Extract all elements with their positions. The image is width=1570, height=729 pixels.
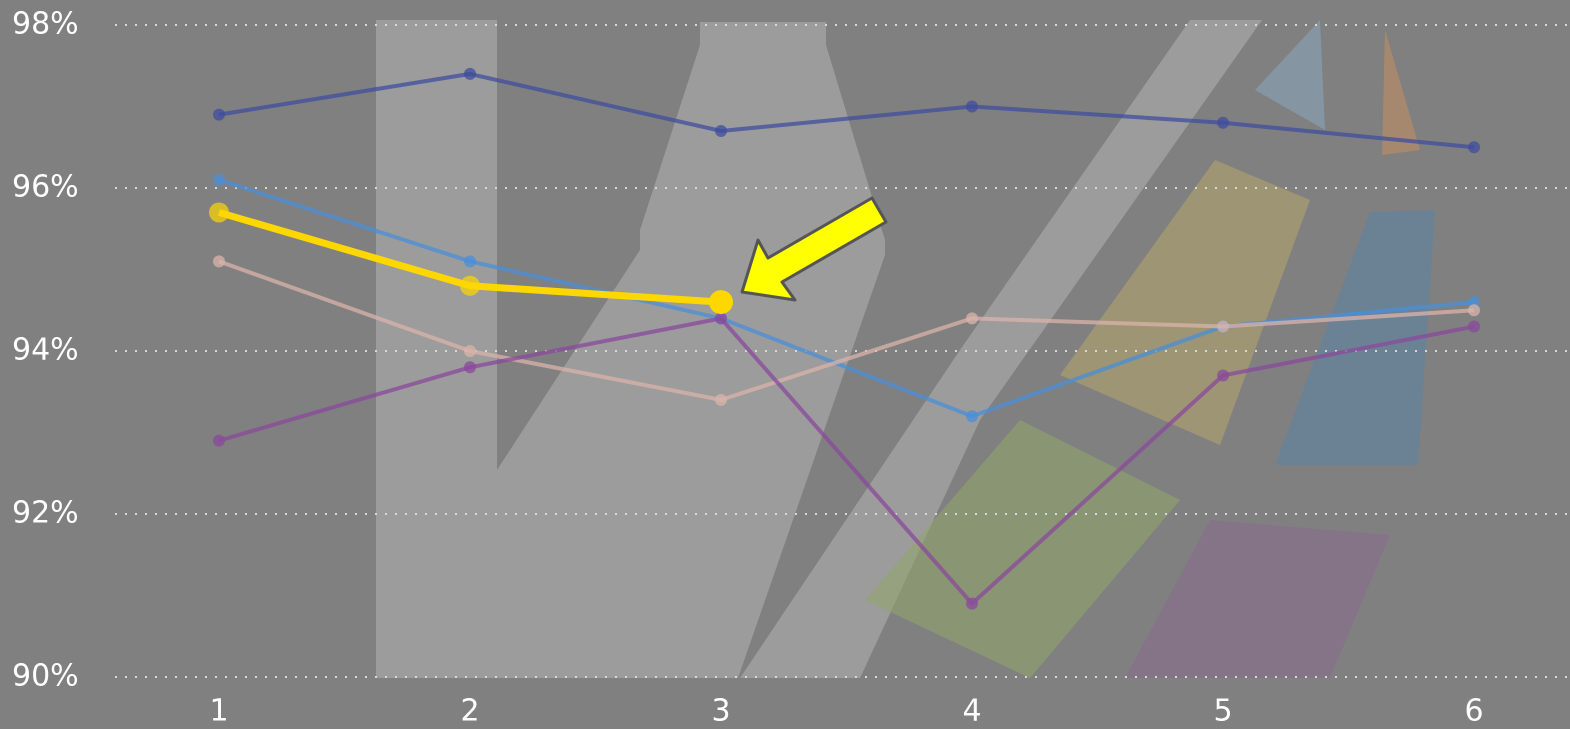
data-point bbox=[1468, 141, 1480, 154]
y-tick-label: 96% bbox=[12, 170, 79, 205]
x-tick-label: 4 bbox=[962, 694, 981, 729]
y-tick-label: 92% bbox=[12, 496, 79, 531]
data-point bbox=[715, 124, 727, 137]
decor bbox=[376, 20, 497, 678]
data-point bbox=[464, 255, 476, 268]
decor bbox=[1382, 30, 1420, 155]
series-line bbox=[218, 71, 1475, 150]
data-point bbox=[1217, 320, 1229, 333]
plot bbox=[209, 67, 1480, 610]
series-line bbox=[218, 316, 1475, 606]
data-point bbox=[209, 202, 229, 223]
y-tick-label: 94% bbox=[12, 333, 79, 368]
data-point bbox=[460, 275, 480, 296]
data-point bbox=[464, 67, 476, 80]
x-tick-label: 2 bbox=[460, 694, 479, 729]
data-point bbox=[1468, 320, 1480, 333]
series-line bbox=[218, 259, 1475, 402]
data-point bbox=[966, 410, 978, 423]
data-point bbox=[966, 312, 978, 325]
decor bbox=[1060, 160, 1310, 445]
x-tick-label: 5 bbox=[1213, 694, 1232, 729]
x-tick-label: 1 bbox=[209, 694, 228, 729]
data-point bbox=[709, 290, 733, 315]
data-point bbox=[213, 108, 225, 121]
decor bbox=[1275, 210, 1435, 465]
data-point bbox=[213, 173, 225, 186]
data-point bbox=[464, 361, 476, 374]
data-point bbox=[1217, 116, 1229, 129]
data-point bbox=[1217, 369, 1229, 382]
data-point bbox=[213, 434, 225, 447]
y-tick-label: 90% bbox=[12, 659, 79, 694]
decor bbox=[1125, 520, 1390, 678]
decor bbox=[1255, 20, 1325, 130]
x-tick-label: 3 bbox=[711, 694, 730, 729]
annotation-arrow bbox=[740, 196, 888, 302]
decor bbox=[497, 22, 885, 678]
data-point bbox=[715, 312, 727, 325]
x-tick-label: 6 bbox=[1464, 694, 1483, 729]
data-point bbox=[966, 100, 978, 113]
y-tick-label: 98% bbox=[12, 7, 79, 42]
data-point bbox=[1468, 304, 1480, 317]
data-point bbox=[966, 597, 978, 610]
decor bbox=[740, 20, 1262, 678]
data-point bbox=[213, 255, 225, 268]
data-point bbox=[715, 393, 727, 406]
grid: 90% 92% 94% 96% 98% 1 2 3 4 5 6 bbox=[12, 7, 1570, 729]
data-point bbox=[464, 345, 476, 357]
